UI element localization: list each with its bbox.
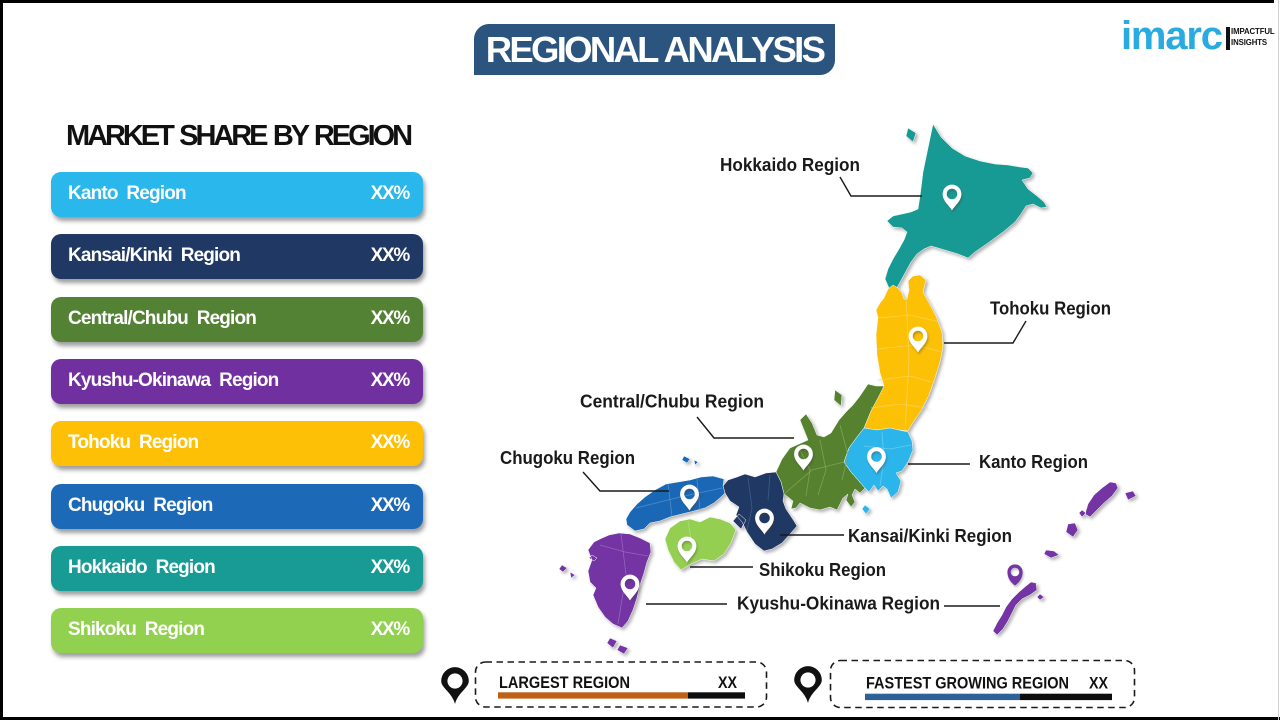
svg-text:Chugoku Region: Chugoku Region — [500, 448, 635, 468]
svg-text:Kansai/Kinki Region: Kansai/Kinki Region — [848, 526, 1012, 546]
svg-text:Central/Chubu Region: Central/Chubu Region — [580, 392, 764, 412]
svg-text:Tohoku Region: Tohoku Region — [990, 299, 1111, 319]
svg-text:Hokkaido Region: Hokkaido Region — [720, 155, 860, 175]
svg-text:FASTEST GROWING REGION: FASTEST GROWING REGION — [866, 673, 1069, 692]
svg-text:Kyushu-Okinawa Region: Kyushu-Okinawa Region — [737, 594, 940, 614]
svg-text:LARGEST REGION: LARGEST REGION — [499, 673, 630, 692]
svg-text:Kanto Region: Kanto Region — [979, 452, 1088, 472]
svg-text:XX: XX — [718, 673, 738, 692]
svg-text:XX: XX — [1089, 673, 1109, 692]
svg-text:Shikoku Region: Shikoku Region — [759, 560, 886, 580]
